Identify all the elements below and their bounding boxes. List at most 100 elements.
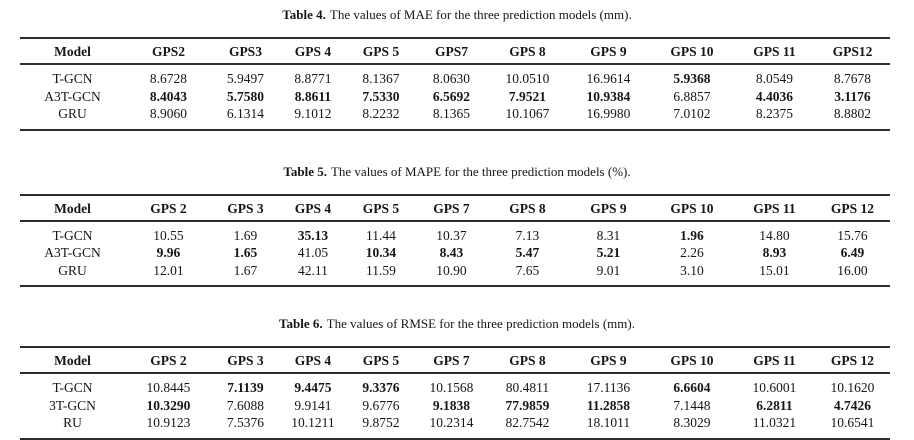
value-cell: 9.3376 bbox=[362, 380, 400, 395]
column-header: GPS 11 bbox=[733, 347, 815, 374]
table5-caption: Table 5. The values of MAPE for the three… bbox=[0, 131, 914, 180]
model-cell: T-GCN bbox=[52, 71, 93, 86]
value-cell: 15.01 bbox=[759, 262, 790, 278]
column-header: GPS3 bbox=[211, 38, 279, 65]
value-cell: 10.1067 bbox=[505, 106, 550, 121]
model-cell: T-GCN bbox=[52, 227, 93, 243]
value-cell: 6.8857 bbox=[673, 88, 711, 104]
value-cell: 7.5330 bbox=[362, 88, 400, 104]
value-cell: 5.9497 bbox=[226, 71, 265, 86]
value-cell: 10.90 bbox=[436, 262, 467, 278]
value-cell: 8.43 bbox=[439, 245, 464, 260]
column-header: GPS 8 bbox=[487, 194, 567, 222]
table4-caption-text: The values of MAE for the three predicti… bbox=[329, 7, 632, 22]
value-cell: 9.1012 bbox=[294, 106, 332, 121]
mae-table: Model GPS2 GPS3 GPS 4 GPS 5 GPS7 GPS 8 GPS 9 GPS… bbox=[20, 37, 890, 131]
model-cell: 3T-GCN bbox=[49, 397, 96, 413]
table6-section: Table 6. The values of RMSE for the three… bbox=[0, 287, 914, 440]
table5-caption-text: The values of MAPE for the three predict… bbox=[330, 163, 631, 179]
value-cell: 6.5692 bbox=[432, 88, 471, 104]
value-cell: 10.1568 bbox=[429, 380, 474, 395]
value-cell: 9.8752 bbox=[362, 415, 400, 430]
mape-table: Model GPS 2 GPS 3 GPS 4 GPS 5 GPS 7 GPS 8 GPS 9… bbox=[20, 193, 890, 287]
table4-caption: Table 4. The values of MAE for the three … bbox=[0, 0, 914, 23]
rmse-table: Model GPS 2 GPS 3 GPS 4 GPS 5 GPS 7 GPS 8 GPS 9… bbox=[20, 346, 890, 440]
model-cell: A3T-GCN bbox=[44, 88, 101, 104]
value-cell: 6.49 bbox=[840, 245, 865, 260]
value-cell: 8.7678 bbox=[833, 71, 872, 86]
value-cell: 15.76 bbox=[837, 227, 868, 243]
value-cell: 7.1139 bbox=[227, 380, 264, 395]
value-cell: 1.65 bbox=[233, 245, 258, 260]
value-cell: 9.96 bbox=[156, 245, 181, 260]
value-cell: 10.2314 bbox=[429, 415, 474, 430]
column-header: Model bbox=[20, 347, 125, 374]
value-cell: 8.8802 bbox=[833, 106, 872, 121]
table5-caption-label: Table 5. bbox=[283, 163, 327, 179]
value-cell: 7.13 bbox=[515, 227, 540, 243]
value-cell: 6.2811 bbox=[756, 397, 793, 413]
value-cell: 10.8445 bbox=[146, 380, 191, 395]
column-header: GPS12 bbox=[814, 38, 890, 65]
column-header: Model bbox=[20, 38, 125, 65]
value-cell: 8.6728 bbox=[149, 71, 188, 86]
value-cell: 7.5376 bbox=[226, 415, 265, 430]
value-cell: 8.31 bbox=[596, 227, 621, 243]
value-cell: 17.1136 bbox=[586, 380, 631, 395]
column-header: GPS 10 bbox=[649, 194, 734, 222]
column-header: GPS 5 bbox=[346, 194, 415, 222]
value-cell: 9.6776 bbox=[362, 397, 400, 413]
value-cell: 14.80 bbox=[759, 227, 790, 243]
value-cell: 11.59 bbox=[366, 262, 396, 278]
value-cell: 6.6604 bbox=[673, 380, 711, 395]
column-header: GPS 8 bbox=[487, 38, 567, 65]
value-cell: 3.10 bbox=[680, 262, 704, 278]
value-cell: 77.9859 bbox=[505, 397, 550, 413]
value-cell: 7.9521 bbox=[508, 88, 546, 104]
value-cell: 10.1211 bbox=[291, 415, 335, 430]
table-row: RU 10.9123 7.5376 10.1211 9.8752 10.2314 82.75… bbox=[20, 414, 890, 439]
column-header: GPS 2 bbox=[124, 194, 212, 222]
value-cell: 16.9614 bbox=[586, 71, 631, 86]
table6-caption-label: Table 6. bbox=[279, 316, 323, 331]
header-row: Model GPS2 GPS3 GPS 4 GPS 5 GPS7 GPS 8 GPS 9 GPS… bbox=[20, 38, 890, 65]
value-cell: 9.9141 bbox=[294, 397, 332, 413]
value-cell: 8.8611 bbox=[294, 88, 332, 104]
table5-section: Table 5. The values of MAPE for the three… bbox=[0, 131, 914, 287]
value-cell: 10.9123 bbox=[146, 415, 191, 430]
table-row: T-GCN 10.8445 7.1139 9.4475 9.3376 10.1568 80.… bbox=[20, 373, 890, 397]
value-cell: 8.8771 bbox=[294, 71, 332, 86]
value-cell: 4.4036 bbox=[755, 88, 793, 104]
value-cell: 5.9368 bbox=[673, 71, 711, 86]
column-header: GPS 11 bbox=[733, 194, 815, 222]
value-cell: 1.67 bbox=[233, 262, 258, 278]
column-header: GPS 3 bbox=[211, 347, 279, 374]
value-cell: 6.1314 bbox=[226, 106, 265, 121]
column-header: GPS 9 bbox=[566, 347, 650, 374]
value-cell: 8.9060 bbox=[149, 106, 188, 121]
value-cell: 82.7542 bbox=[505, 415, 550, 430]
value-cell: 10.1620 bbox=[830, 380, 875, 395]
value-cell: 2.26 bbox=[680, 245, 704, 260]
value-cell: 9.01 bbox=[596, 262, 621, 278]
column-header: GPS 11 bbox=[733, 38, 815, 65]
value-cell: 8.93 bbox=[762, 245, 787, 260]
column-header: GPS 5 bbox=[346, 38, 415, 65]
column-header: GPS 9 bbox=[566, 38, 650, 65]
column-header: GPS 9 bbox=[566, 194, 650, 222]
table-row: 3T-GCN 10.3290 7.6088 9.9141 9.6776 9.1838 77.… bbox=[20, 397, 890, 415]
table4-caption-label: Table 4. bbox=[282, 7, 326, 22]
value-cell: 42.11 bbox=[298, 262, 328, 278]
value-cell: 10.6541 bbox=[830, 415, 875, 430]
value-cell: 10.0510 bbox=[505, 71, 550, 86]
table6-caption-text: The values of RMSE for the three predict… bbox=[326, 316, 635, 331]
model-cell: A3T-GCN bbox=[44, 245, 101, 260]
value-cell: 7.0102 bbox=[673, 106, 711, 121]
value-cell: 8.0549 bbox=[755, 71, 793, 86]
table-row: T-GCN 10.55 1.69 35.13 11.44 10.37 7.13 8.31 1.9… bbox=[20, 221, 890, 245]
model-cell: T-GCN bbox=[52, 380, 93, 395]
column-header: GPS 4 bbox=[278, 347, 347, 374]
column-header: GPS 12 bbox=[814, 347, 890, 374]
column-header: GPS 4 bbox=[278, 194, 347, 222]
